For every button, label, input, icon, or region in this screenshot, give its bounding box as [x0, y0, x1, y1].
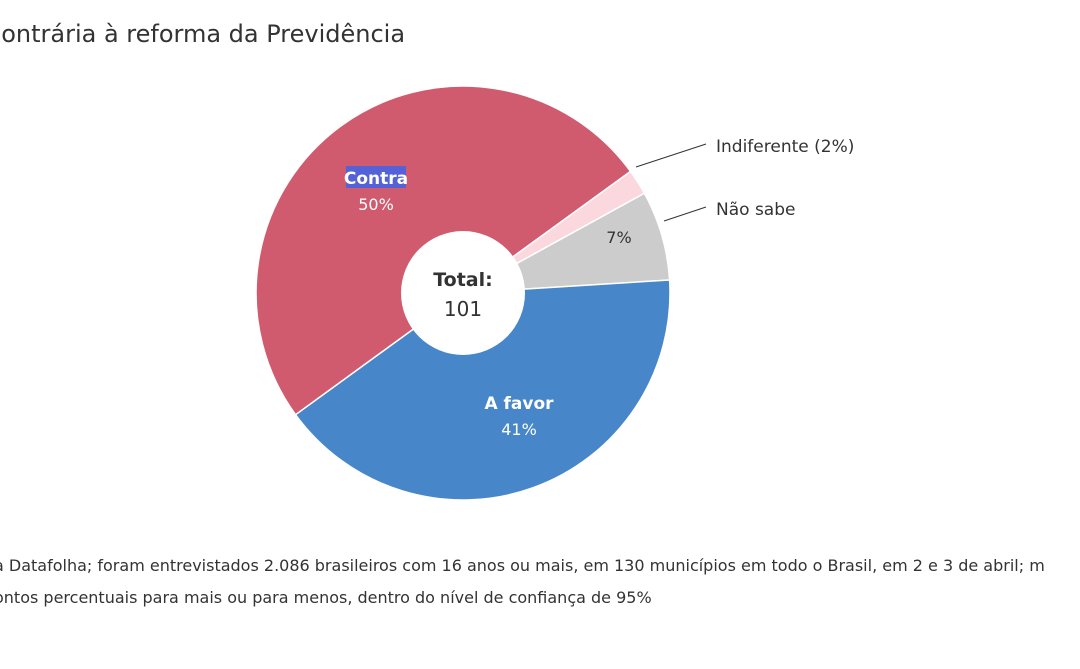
- callout-line-nao-sabe: [663, 206, 707, 222]
- slice-value-nao-sabe: 7%: [606, 228, 631, 247]
- callout-line-indiferente: [635, 143, 707, 168]
- donut-hole: [401, 231, 525, 355]
- chart-title: contrária à reforma da Previdência: [0, 20, 406, 48]
- center-total-label: Total:: [433, 269, 493, 291]
- chart-labels: Contra 50% A favor 41% 7% Não sabe Indiferente…: [344, 137, 854, 439]
- slice-name-a-favor: A favor: [484, 394, 554, 414]
- source-note-line-2: ontos percentuais para mais ou para meno…: [0, 588, 652, 607]
- label-highlight-contra: [346, 166, 406, 188]
- slice-name-contra: Contra: [344, 169, 408, 189]
- callout-label-indiferente: Indiferente (2%): [716, 137, 854, 157]
- callout-label-nao-sabe: Não sabe: [716, 200, 795, 220]
- source-note-line-1: a Datafolha; foram entrevistados 2.086 b…: [0, 556, 1045, 575]
- center-total-value: 101: [444, 297, 482, 321]
- slice-value-a-favor: 41%: [501, 420, 537, 439]
- slice-a-favor[interactable]: [294, 279, 671, 501]
- slice-value-contra: 50%: [358, 195, 394, 214]
